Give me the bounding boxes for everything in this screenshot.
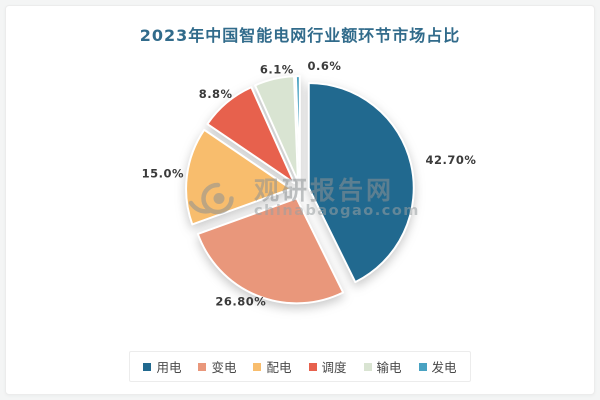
legend-label-变电: 变电 [211, 360, 237, 375]
chart-title: 2023年中国智能电网行业额环节市场占比 [139, 26, 461, 45]
legend-swatch-变电 [198, 362, 207, 371]
legend-box: 用电 变电 配电 调度 输电 发电 [129, 351, 471, 382]
pie-labels-group: 42.70% 26.80% 15.0% 8.8% 6.1% 0.6% [142, 59, 477, 308]
pie-slice-变电[interactable] [196, 197, 345, 305]
pie-slice-输电[interactable] [254, 75, 299, 183]
legend-item-配电[interactable]: 配电 [253, 357, 292, 376]
pie-slice-发电[interactable] [294, 75, 301, 182]
slice-value-label-调度: 8.8% [199, 87, 233, 101]
slice-value-label-配电: 15.0% [142, 166, 184, 180]
pie-slices-group [185, 75, 415, 305]
legend-swatch-输电 [363, 362, 372, 371]
legend-label-用电: 用电 [156, 360, 182, 375]
legend-label-配电: 配电 [266, 360, 292, 375]
legend-label-输电: 输电 [376, 360, 402, 375]
legend-item-发电[interactable]: 发电 [418, 357, 457, 376]
pie-slice-调度[interactable] [206, 86, 296, 185]
chart-card-background [5, 5, 595, 395]
legend-item-调度[interactable]: 调度 [308, 357, 347, 376]
legend-item-变电[interactable]: 变电 [198, 357, 236, 376]
legend-label-发电: 发电 [431, 360, 457, 375]
legend-swatch-配电 [253, 362, 262, 371]
slice-value-label-用电: 42.70% [426, 153, 477, 167]
legend-label-调度: 调度 [321, 360, 347, 375]
legend-swatch-调度 [308, 362, 317, 371]
slice-value-label-发电: 0.6% [308, 59, 342, 73]
slice-value-label-输电: 6.1% [260, 63, 294, 77]
pie-slice-用电[interactable] [307, 81, 415, 284]
legend: 用电 变电 配电 调度 输电 发电 [0, 351, 600, 382]
legend-item-输电[interactable]: 输电 [363, 357, 402, 376]
slice-value-label-变电: 26.80% [215, 294, 266, 308]
legend-item-用电[interactable]: 用电 [143, 357, 181, 376]
legend-swatch-发电 [418, 362, 427, 371]
legend-swatch-用电 [143, 362, 152, 371]
